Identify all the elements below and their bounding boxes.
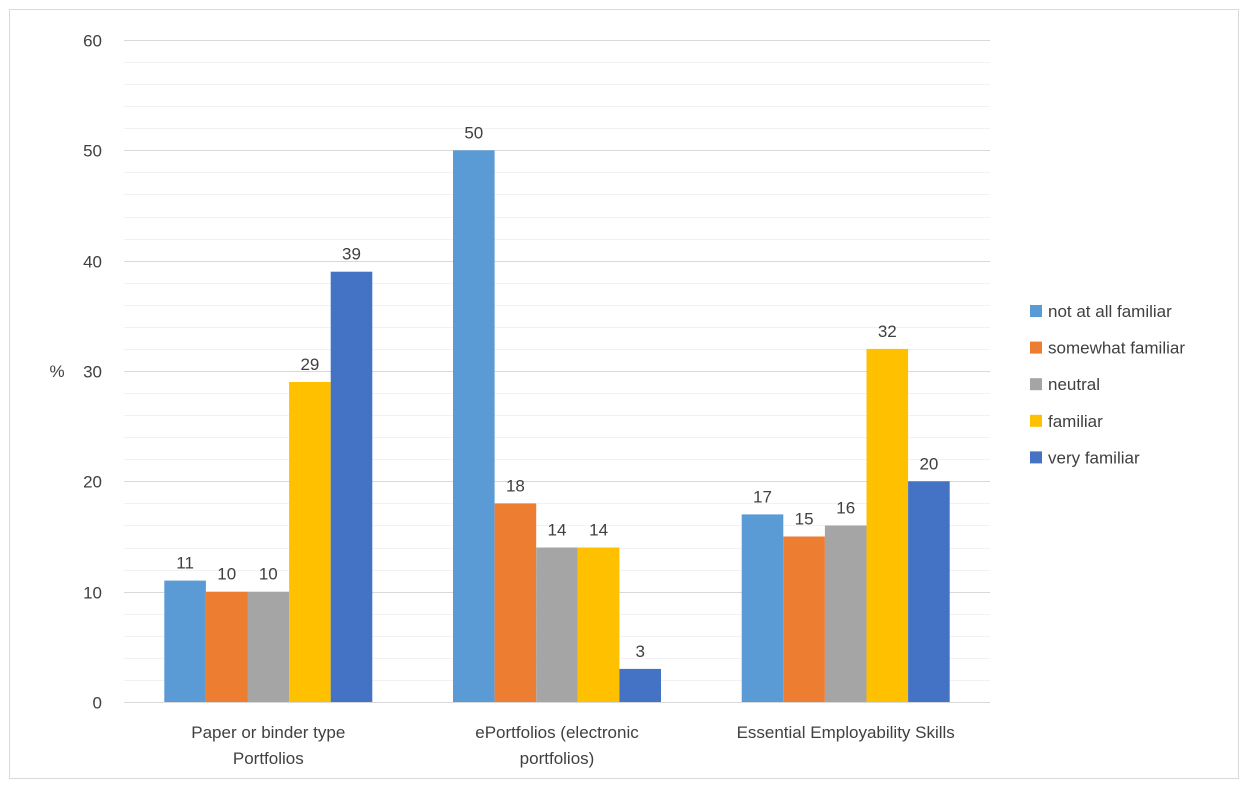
- data-label: 29: [300, 355, 319, 374]
- data-label: 14: [548, 521, 567, 540]
- bar: [330, 271, 373, 702]
- bar: [783, 536, 825, 702]
- bar: [164, 580, 206, 702]
- legend-swatch: [1030, 414, 1042, 427]
- data-label: 16: [836, 499, 855, 518]
- x-category-label: Paper or binder type Portfolios: [191, 723, 345, 768]
- x-category-line: Paper or binder type: [191, 723, 345, 742]
- bar: [908, 481, 950, 702]
- bars: [164, 150, 950, 703]
- y-tick-label: 20: [83, 473, 102, 492]
- x-category-label: ePortfolios (electronic portfolios): [475, 723, 639, 768]
- data-label: 20: [919, 454, 938, 473]
- legend-swatch: [1030, 341, 1042, 354]
- legend-swatch: [1030, 451, 1042, 464]
- bar: [824, 525, 867, 702]
- x-category-line: Portfolios: [233, 749, 304, 768]
- data-label: 39: [342, 245, 361, 264]
- legend-label: very familiar: [1048, 448, 1140, 467]
- bar: [866, 348, 909, 702]
- y-tick-label: 40: [83, 253, 102, 272]
- y-axis: 0 10 20 30 40 50 60%: [49, 32, 102, 713]
- bar: [619, 668, 661, 702]
- bar: [453, 150, 495, 703]
- bar: [536, 547, 578, 702]
- x-category-line: ePortfolios (electronic: [475, 723, 639, 742]
- legend-label: not at all familiar: [1048, 302, 1172, 321]
- y-tick-label: 0: [93, 694, 102, 713]
- y-tick-label: 30: [83, 363, 102, 382]
- x-axis: Paper or binder type Portfolios ePortfolio…: [191, 723, 955, 768]
- bar: [741, 514, 784, 702]
- y-tick-label: 10: [83, 584, 102, 603]
- bar: [289, 382, 331, 702]
- x-category-label: Essential Employability Skills: [737, 723, 955, 742]
- legend-label: familiar: [1048, 412, 1103, 431]
- legend-label: somewhat familiar: [1048, 339, 1185, 358]
- data-label: 15: [795, 510, 814, 529]
- legend-swatch: [1030, 378, 1042, 391]
- data-label: 50: [464, 123, 483, 142]
- y-tick-label: 60: [83, 32, 102, 51]
- data-label: 10: [217, 565, 236, 584]
- y-axis-label: %: [49, 362, 64, 381]
- bar: [247, 591, 290, 702]
- data-label: 18: [506, 476, 525, 495]
- legend-swatch: [1030, 305, 1042, 317]
- x-category-line: portfolios): [520, 749, 595, 768]
- data-label: 11: [176, 554, 194, 573]
- legend-label: neutral: [1048, 375, 1100, 394]
- y-tick-label: 50: [83, 142, 102, 161]
- bar: [205, 591, 248, 702]
- bar: [577, 547, 620, 702]
- data-labels: 11 10 10 29 39 50 18 14 14 3 17 15 16 32 20: [176, 123, 938, 661]
- data-label: 17: [753, 487, 772, 506]
- legend: not at all familiar somewhat familiar neut…: [1030, 302, 1185, 467]
- data-label: 10: [259, 565, 278, 584]
- data-label: 3: [635, 642, 644, 661]
- bar: [494, 503, 537, 702]
- x-category-line: Essential Employability Skills: [737, 723, 955, 742]
- data-label: 32: [878, 322, 897, 341]
- data-label: 14: [589, 521, 608, 540]
